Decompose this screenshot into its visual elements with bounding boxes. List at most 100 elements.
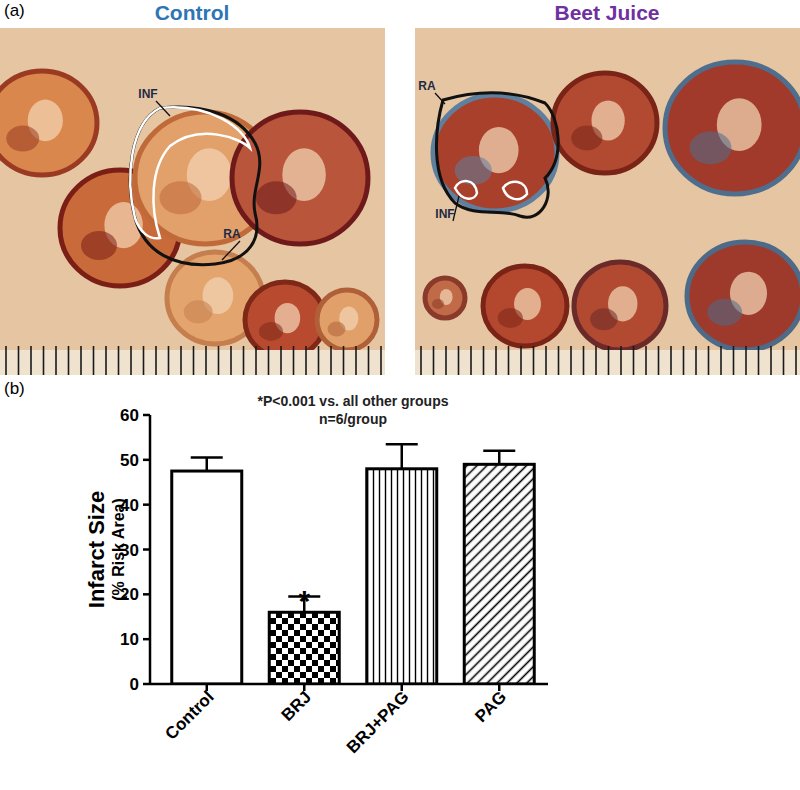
risk-area-outline <box>130 107 259 265</box>
ruler-tick <box>520 346 522 375</box>
ruler-tick <box>105 346 107 375</box>
ruler-tick <box>433 346 435 375</box>
ruler-tick <box>420 346 422 375</box>
chart-title: *P<0.001 vs. all other groups <box>257 393 448 409</box>
slice-patch <box>259 322 283 341</box>
ruler-tick <box>595 346 597 375</box>
ruler-tick <box>783 346 785 375</box>
ruler-tick <box>458 346 460 375</box>
ruler-tick <box>18 346 20 375</box>
slice-patch <box>328 322 346 337</box>
error-bar <box>191 458 223 471</box>
ruler-tick <box>770 346 772 375</box>
ruler-tick <box>343 346 345 375</box>
error-stem <box>401 444 404 469</box>
ruler-tick <box>445 346 447 375</box>
ruler-tick <box>583 346 585 375</box>
ruler-tick <box>545 346 547 375</box>
slice-patch <box>256 181 297 214</box>
ruler-tick <box>180 346 182 375</box>
bar <box>269 612 339 684</box>
slice-patch <box>6 126 39 152</box>
y-tick-label: 0 <box>130 675 139 694</box>
chart-subtitle: n=6/group <box>319 411 387 427</box>
ruler-tick <box>43 346 45 375</box>
ruler-tick <box>733 346 735 375</box>
ruler-tick <box>255 346 257 375</box>
label-arrow <box>156 101 170 116</box>
x-axis <box>150 683 548 686</box>
ruler-tick <box>30 346 32 375</box>
ruler-tick <box>380 346 382 375</box>
ruler-tick <box>720 346 722 375</box>
ruler-tick <box>230 346 232 375</box>
x-tick-label: Control <box>161 687 217 743</box>
slice-patch <box>571 126 602 151</box>
heart-slice <box>665 62 800 194</box>
ruler-tick <box>368 346 370 375</box>
ruler-tick <box>330 346 332 375</box>
ruler-tick <box>708 346 710 375</box>
slice-patch <box>184 300 213 323</box>
bars <box>172 444 535 684</box>
ruler-tick <box>558 346 560 375</box>
ruler-tick <box>470 346 472 375</box>
panel-label: (a) <box>4 1 25 20</box>
heart-slice <box>553 73 657 173</box>
error-stem <box>206 458 209 471</box>
ruler-tick <box>205 346 207 375</box>
figure: (a) INF RA Control RAINF Beet Juice (b) *P<0.00… <box>0 0 800 790</box>
ruler-tick <box>795 346 797 375</box>
error-cap <box>386 443 418 446</box>
ruler-tick <box>168 346 170 375</box>
ruler-tick <box>130 346 132 375</box>
infarct-outline <box>130 107 250 238</box>
image-title: Beet Juice <box>554 1 659 24</box>
heart-slice <box>317 290 377 350</box>
ruler-tick <box>318 346 320 375</box>
ruler-tick <box>80 346 82 375</box>
ruler-tick <box>695 346 697 375</box>
ruler-tick <box>68 346 70 375</box>
ruler-tick <box>670 346 672 375</box>
ruler-tick <box>495 346 497 375</box>
label-arrow <box>222 241 240 260</box>
slice-patch <box>690 131 732 164</box>
ruler-tick <box>280 346 282 375</box>
region-label: RA <box>223 227 241 241</box>
ruler-tick <box>508 346 510 375</box>
ruler-tick <box>218 346 220 375</box>
x-tick-label: BRJ+PAG <box>343 687 413 757</box>
region-label: RA <box>418 79 436 93</box>
heart-slice <box>232 112 368 244</box>
x-tick-label: PAG <box>471 687 510 726</box>
error-bar <box>386 444 418 469</box>
image-title: Control <box>155 1 230 24</box>
y-tick <box>143 414 150 417</box>
heart-slice <box>0 71 97 175</box>
ruler-tick <box>143 346 145 375</box>
heart-slice <box>245 282 325 358</box>
panel-label: (b) <box>4 379 25 398</box>
ruler-tick <box>5 346 7 375</box>
ruler-tick <box>633 346 635 375</box>
region-label: INF <box>138 87 157 101</box>
y-tick-label: 50 <box>120 451 139 470</box>
y-tick <box>143 593 150 596</box>
ruler-tick <box>305 346 307 375</box>
ruler-tick <box>533 346 535 375</box>
heart-photo: INF RA <box>0 28 385 375</box>
y-tick <box>143 638 150 641</box>
ruler-tick <box>620 346 622 375</box>
ruler-tick <box>483 346 485 375</box>
ruler-tick <box>118 346 120 375</box>
slice-patch <box>81 231 117 260</box>
y-tick <box>143 683 150 686</box>
ruler-tick <box>268 346 270 375</box>
ruler-tick <box>608 346 610 375</box>
error-cap <box>191 456 223 459</box>
ruler-tick <box>758 346 760 375</box>
heart-slice <box>433 95 557 211</box>
ruler-tick <box>93 346 95 375</box>
heart-photo: RAINF <box>415 28 800 375</box>
